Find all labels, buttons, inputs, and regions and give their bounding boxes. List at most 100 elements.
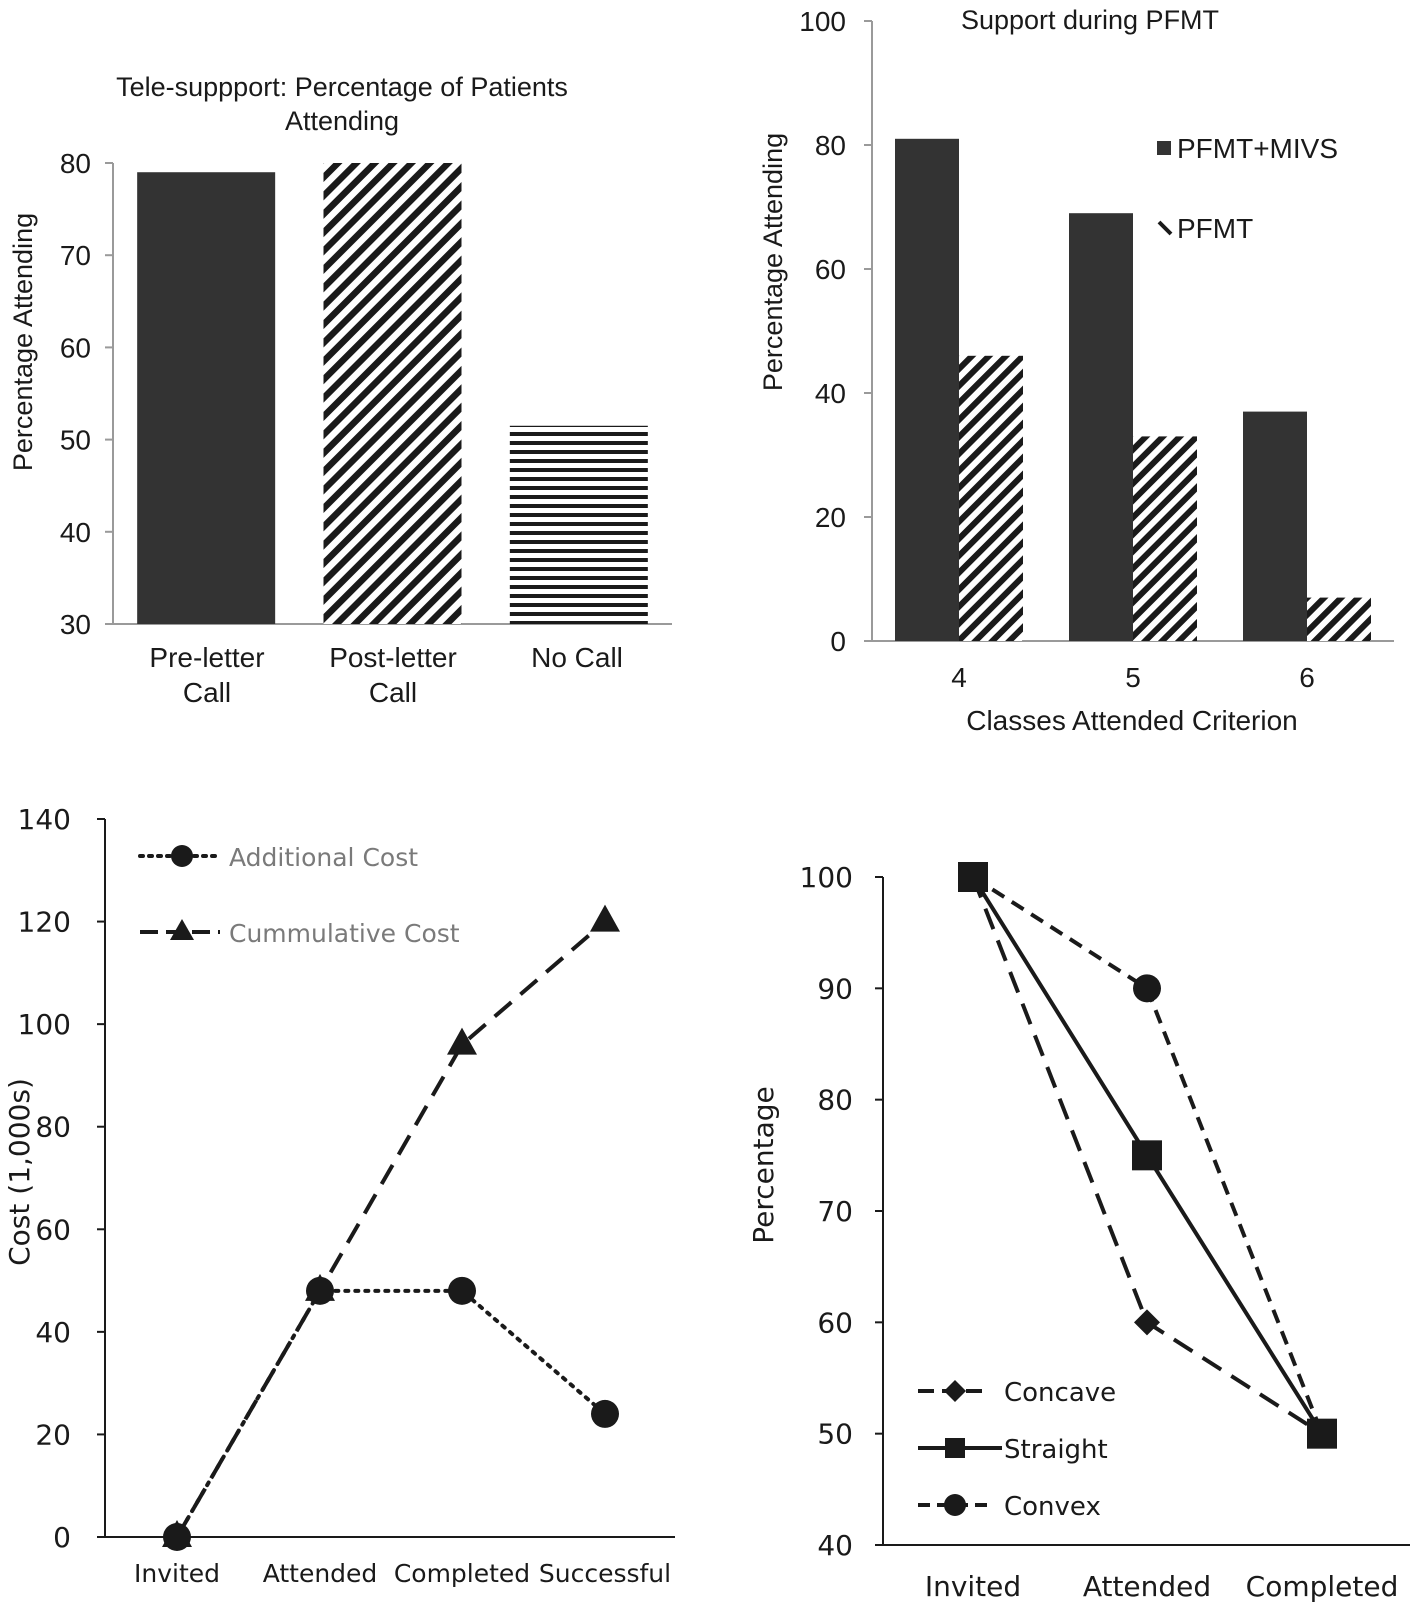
chart3-axes bbox=[104, 819, 675, 1538]
chart1-y-tick-60: 60 bbox=[60, 332, 91, 363]
chart3-y-tick-120: 120 bbox=[18, 906, 71, 939]
chart2-legend-label-pfmt: PFMT bbox=[1177, 213, 1253, 244]
chart4-y-tick-40: 40 bbox=[817, 1529, 853, 1562]
chart4-x-tick-attended: Attended bbox=[1083, 1570, 1211, 1603]
chart3-point-cummulative-cost-successful bbox=[590, 904, 620, 932]
chart4-series bbox=[958, 862, 1337, 1449]
chart2-x-ticks: 4 5 6 bbox=[951, 662, 1315, 693]
chart2-bar-pfmt-6 bbox=[1307, 597, 1371, 641]
chart2-y-tick-60: 60 bbox=[815, 254, 846, 285]
chart2-title: Support during PFMT bbox=[961, 5, 1219, 35]
chart2-bar-pfmt-mivs-6 bbox=[1243, 411, 1307, 641]
chart2-bars bbox=[895, 138, 1371, 642]
chart4-x-tick-invited: Invited bbox=[925, 1570, 1021, 1603]
chart4-x-ticks: Invited Attended Completed bbox=[925, 1570, 1399, 1603]
chart2-y-tick-40: 40 bbox=[815, 378, 846, 409]
chart-cost: Cost (1,000s) 0 20 40 60 80 100 120 140 Invited… bbox=[3, 803, 675, 1588]
chart3-y-tick-40: 40 bbox=[35, 1316, 71, 1349]
chart2-y-tick-0: 0 bbox=[830, 626, 846, 657]
chart4-x-tick-completed: Completed bbox=[1246, 1570, 1399, 1603]
chart3-y-tick-0: 0 bbox=[53, 1521, 71, 1554]
chart3-y-tick-80: 80 bbox=[35, 1111, 71, 1144]
chart1-x-ticks: Pre-letter Call Post-letter Call No Call bbox=[149, 642, 622, 708]
chart3-x-tick-invited: Invited bbox=[134, 1559, 220, 1588]
chart4-y-tick-100: 100 bbox=[800, 861, 853, 894]
chart-tele-support: Tele-suppport: Percentage of Patients At… bbox=[8, 72, 672, 708]
chart1-x-tick-post-letter-line-2: Call bbox=[369, 677, 417, 708]
chart3-x-tick-successful: Successful bbox=[539, 1559, 671, 1588]
chart-support-pfmt: Support during PFMT Percentage Attending… bbox=[758, 5, 1394, 736]
chart3-point-cummulative-cost-invited bbox=[162, 1520, 192, 1547]
chart1-y-tick-40: 40 bbox=[60, 517, 91, 548]
chart1-bars bbox=[137, 163, 648, 624]
chart1-bar-no-call bbox=[509, 425, 648, 624]
chart3-legend-label-additional: Additional Cost bbox=[229, 843, 418, 872]
chart2-bar-pfmt-4 bbox=[959, 355, 1023, 641]
chart3-legend-marker-additional bbox=[171, 845, 193, 867]
chart2-bar-pfmt-mivs-4 bbox=[895, 138, 959, 642]
chart4-point-straight-attended bbox=[1132, 1140, 1162, 1171]
chart2-y-ticks: 0 20 40 60 80 100 bbox=[799, 6, 872, 657]
chart3-series bbox=[162, 904, 620, 1551]
chart4-legend: Concave Straight Convex bbox=[918, 1378, 1116, 1522]
chart1-y-tick-80: 80 bbox=[60, 148, 91, 179]
chart1-y-ticks: 30 40 50 60 70 80 bbox=[60, 148, 113, 640]
chart4-point-convex-completed bbox=[1308, 1419, 1336, 1448]
chart3-line-additional-cost bbox=[175, 1288, 607, 1539]
chart4-point-convex-invited bbox=[959, 863, 987, 891]
chart3-y-axis-label: Cost (1,000s) bbox=[3, 1078, 36, 1266]
chart2-y-tick-100: 100 bbox=[799, 6, 846, 37]
chart3-y-tick-140: 140 bbox=[18, 803, 71, 836]
chart4-legend-label-convex: Convex bbox=[1004, 1492, 1101, 1522]
chart1-y-axis-label: Percentage Attending bbox=[8, 213, 38, 471]
chart3-x-tick-attended: Attended bbox=[263, 1559, 378, 1588]
chart4-y-tick-50: 50 bbox=[817, 1418, 853, 1451]
chart4-legend-label-concave: Concave bbox=[1004, 1378, 1116, 1408]
chart4-y-tick-80: 80 bbox=[817, 1084, 853, 1117]
chart1-bar-post-letter-call bbox=[323, 163, 462, 624]
chart3-line-cummulative-cost bbox=[175, 920, 607, 1539]
chart-percentage: Percentage 40 50 60 70 80 90 100 Invited Attend… bbox=[747, 861, 1410, 1603]
chart2-legend-swatch-pfmt-mivs bbox=[1157, 141, 1171, 155]
chart3-legend: Additional Cost Cummulative Cost bbox=[138, 843, 460, 948]
chart2-legend: PFMT+MIVS PFMT bbox=[1157, 133, 1338, 244]
chart1-x-tick-no-call: No Call bbox=[531, 642, 623, 673]
chart2-bar-pfmt-5 bbox=[1133, 436, 1197, 641]
chart4-y-tick-70: 70 bbox=[817, 1195, 853, 1228]
chart4-point-convex-attended bbox=[1133, 974, 1161, 1003]
chart1-x-tick-pre-letter-line-1: Pre-letter bbox=[149, 642, 264, 673]
chart4-legend-marker-straight bbox=[945, 1438, 965, 1458]
chart4-legend-marker-convex bbox=[944, 1494, 966, 1516]
chart2-x-tick-6: 6 bbox=[1299, 662, 1315, 693]
chart2-bar-pfmt-mivs-5 bbox=[1069, 213, 1133, 641]
chart4-y-tick-60: 60 bbox=[817, 1306, 853, 1339]
chart3-legend-label-cumulative: Cummulative Cost bbox=[229, 919, 460, 948]
chart3-legend-marker-cumulative bbox=[170, 919, 194, 940]
chart4-point-concave-attended bbox=[1134, 1309, 1160, 1336]
chart2-legend-swatch-pfmt bbox=[1157, 220, 1173, 236]
chart1-y-tick-30: 30 bbox=[60, 609, 91, 640]
chart1-title-line-2: Attending bbox=[285, 106, 399, 136]
chart2-x-tick-4: 4 bbox=[951, 662, 967, 693]
chart2-x-axis-label: Classes Attended Criterion bbox=[966, 705, 1298, 736]
chart1-x-tick-post-letter-line-1: Post-letter bbox=[329, 642, 457, 673]
chart3-point-additional-cost-completed bbox=[448, 1276, 476, 1305]
chart2-y-axis-label: Percentage Attending bbox=[758, 133, 788, 391]
chart1-y-tick-50: 50 bbox=[60, 425, 91, 456]
chart4-y-axis-label: Percentage bbox=[747, 1086, 780, 1244]
chart4-legend-marker-concave bbox=[944, 1380, 966, 1402]
chart3-x-ticks: Invited Attended Completed Successful bbox=[134, 1559, 671, 1588]
chart1-title-line-1: Tele-suppport: Percentage of Patients bbox=[116, 72, 568, 102]
chart1-x-tick-pre-letter-line-2: Call bbox=[183, 677, 231, 708]
chart1-y-tick-70: 70 bbox=[60, 240, 91, 271]
chart2-y-tick-20: 20 bbox=[815, 502, 846, 533]
chart2-x-tick-5: 5 bbox=[1125, 662, 1141, 693]
chart3-point-additional-cost-successful bbox=[591, 1399, 619, 1428]
chart3-y-tick-20: 20 bbox=[35, 1418, 71, 1451]
chart2-legend-label-pfmt-mivs: PFMT+MIVS bbox=[1177, 133, 1338, 164]
chart3-y-tick-60: 60 bbox=[35, 1213, 71, 1246]
chart1-bar-pre-letter-call bbox=[137, 172, 276, 624]
chart4-legend-label-straight: Straight bbox=[1004, 1435, 1108, 1465]
chart3-point-cummulative-cost-completed bbox=[447, 1027, 477, 1055]
